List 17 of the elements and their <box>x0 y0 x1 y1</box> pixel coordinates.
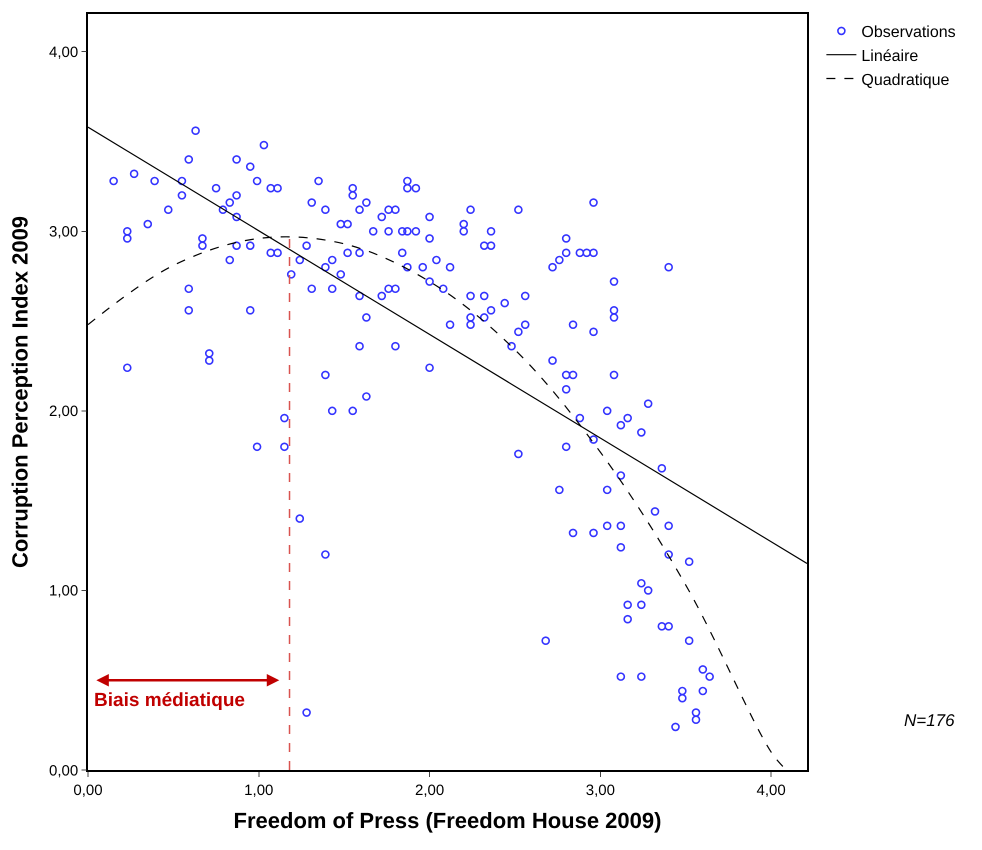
x-tick-label: 3,00 <box>586 782 615 799</box>
y-tick-label: 2,00 <box>49 403 78 420</box>
y-axis-title: Corruption Perception Index 2009 <box>7 216 32 568</box>
legend-label: Observations <box>861 24 956 42</box>
x-tick-label: 1,00 <box>244 782 274 799</box>
y-tick-label: 3,00 <box>49 224 78 241</box>
legend-label: Linéaire <box>861 48 918 65</box>
legend-label: Quadratique <box>861 72 950 89</box>
x-tick-label: 2,00 <box>414 782 444 799</box>
x-axis-title: Freedom of Press (Freedom House 2009) <box>234 808 662 834</box>
y-tick-label: 0,00 <box>49 762 78 780</box>
y-tick-label: 4,00 <box>49 44 78 61</box>
text: N=176 <box>904 711 956 730</box>
y-tick-label: 1,00 <box>49 582 78 600</box>
annotation: Biais médiatique <box>94 690 245 711</box>
x-tick-label: 4,00 <box>756 782 786 799</box>
x-tick-label: 0,00 <box>73 782 103 799</box>
